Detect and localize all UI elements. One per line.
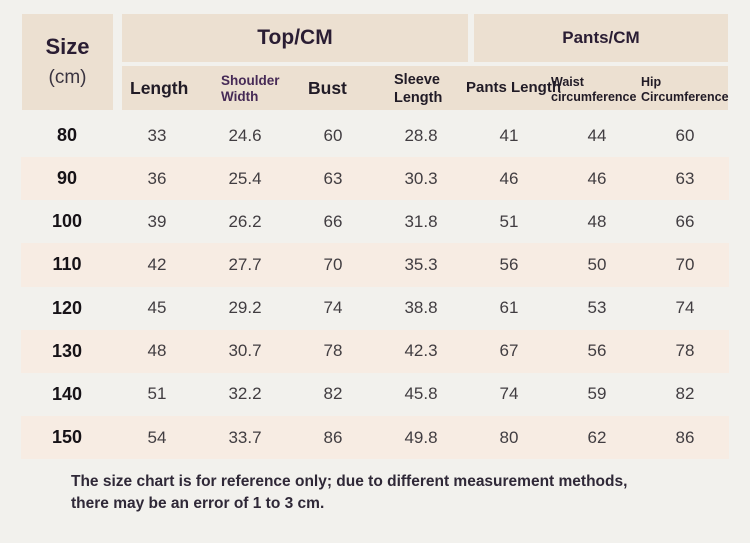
table-cell: 78 bbox=[323, 341, 343, 361]
table-cell: 50 bbox=[587, 254, 607, 274]
table-cell: 59 bbox=[587, 384, 607, 404]
table-cell: 80 bbox=[499, 427, 519, 447]
column-header-pants-length: Pants Length bbox=[466, 79, 562, 96]
table-row: 120 45 29.2 74 38.8 61 53 74 bbox=[21, 287, 729, 330]
disclaimer-note: The size chart is for reference only; du… bbox=[71, 471, 627, 515]
table-cell: 42.3 bbox=[404, 341, 438, 361]
column-header-hip-circumference: Hip Circumference bbox=[641, 75, 729, 105]
disclaimer-line-1: The size chart is for reference only; du… bbox=[71, 473, 628, 490]
table-cell: 82 bbox=[323, 384, 343, 404]
table-cell: 60 bbox=[323, 125, 343, 145]
size-value: 110 bbox=[52, 254, 82, 275]
size-value: 140 bbox=[51, 383, 83, 404]
table-cell: 42 bbox=[147, 254, 167, 274]
top-group-header: Top/CM bbox=[122, 14, 468, 62]
table-cell: 33.7 bbox=[228, 427, 262, 447]
table-cell: 63 bbox=[323, 168, 343, 188]
table-cell: 56 bbox=[587, 341, 607, 361]
table-cell: 41 bbox=[499, 125, 519, 145]
table-cell: 60 bbox=[675, 125, 695, 145]
column-header-length: Length bbox=[130, 78, 189, 98]
table-cell: 32.2 bbox=[228, 384, 262, 404]
table-cell: 61 bbox=[499, 298, 519, 318]
size-value: 90 bbox=[56, 168, 78, 189]
table-row: 100 39 26.2 66 31.8 51 48 66 bbox=[21, 200, 729, 243]
column-header-bust: Bust bbox=[308, 78, 347, 98]
table-cell: 24.6 bbox=[228, 125, 262, 145]
table-cell: 46 bbox=[499, 168, 519, 188]
table-cell: 30.3 bbox=[404, 168, 438, 188]
table-cell: 25.4 bbox=[228, 168, 262, 188]
table-cell: 63 bbox=[675, 168, 695, 188]
column-header-waist-circumference: Waist circumference bbox=[551, 75, 637, 105]
table-row: 110 42 27.7 70 35.3 56 50 70 bbox=[21, 243, 729, 287]
table-cell: 48 bbox=[587, 211, 607, 231]
table-cell: 86 bbox=[323, 427, 343, 447]
table-cell: 35.3 bbox=[404, 254, 438, 274]
table-row: 150 54 33.7 86 49.8 80 62 86 bbox=[21, 415, 729, 460]
table-row: 130 48 30.7 78 42.3 67 56 78 bbox=[21, 329, 729, 373]
table-row: 140 51 32.2 82 45.8 74 59 82 bbox=[21, 373, 729, 416]
size-value: 80 bbox=[56, 125, 78, 146]
table-cell: 46 bbox=[587, 168, 607, 188]
disclaimer-line-2: there may be an error of 1 to 3 cm. bbox=[71, 495, 325, 512]
table-row: 90 36 25.4 63 30.3 46 46 63 bbox=[21, 157, 729, 201]
table-cell: 66 bbox=[675, 211, 695, 231]
size-value: 120 bbox=[51, 297, 83, 318]
table-cell: 74 bbox=[675, 298, 695, 318]
table-cell: 70 bbox=[675, 254, 695, 274]
size-value: 100 bbox=[51, 211, 83, 232]
column-header-shoulder-width: Shoulder Width bbox=[221, 73, 280, 105]
table-cell: 67 bbox=[499, 341, 519, 361]
table-cell: 48 bbox=[147, 341, 167, 361]
table-cell: 49.8 bbox=[404, 427, 438, 447]
table-cell: 78 bbox=[675, 341, 695, 361]
table-cell: 27.7 bbox=[228, 254, 262, 274]
table-cell: 38.8 bbox=[404, 298, 438, 318]
size-header-cell: Size (cm) bbox=[22, 14, 113, 110]
column-headers-band: Length Shoulder Width Bust Sleeve Length… bbox=[122, 66, 729, 110]
size-header-unit: (cm) bbox=[48, 66, 87, 88]
pants-group-header: Pants/CM bbox=[474, 14, 728, 62]
table-cell: 82 bbox=[675, 384, 695, 404]
table-cell: 51 bbox=[499, 211, 519, 231]
table-cell: 45.8 bbox=[404, 384, 438, 404]
table-cell: 74 bbox=[323, 298, 343, 318]
table-cell: 54 bbox=[147, 427, 167, 447]
table-cell: 74 bbox=[499, 384, 519, 404]
table-cell: 51 bbox=[147, 384, 167, 404]
table-cell: 26.2 bbox=[228, 211, 262, 231]
table-cell: 33 bbox=[147, 125, 167, 145]
table-cell: 53 bbox=[587, 298, 607, 318]
table-cell: 70 bbox=[323, 254, 343, 274]
table-cell: 66 bbox=[323, 211, 343, 231]
table-cell: 31.8 bbox=[404, 211, 438, 231]
size-header-label: Size bbox=[45, 34, 90, 60]
table-cell: 36 bbox=[147, 168, 167, 188]
table-row: 80 33 24.6 60 28.8 41 44 60 bbox=[21, 114, 729, 157]
table-cell: 86 bbox=[675, 427, 695, 447]
table-cell: 30.7 bbox=[228, 341, 262, 361]
table-cell: 44 bbox=[587, 125, 607, 145]
table-cell: 39 bbox=[147, 211, 167, 231]
size-value: 150 bbox=[51, 427, 83, 448]
size-value: 130 bbox=[51, 340, 83, 361]
table-cell: 45 bbox=[147, 298, 167, 318]
table-cell: 28.8 bbox=[404, 125, 438, 145]
table-cell: 62 bbox=[587, 427, 607, 447]
table-cell: 29.2 bbox=[228, 298, 262, 318]
column-header-sleeve-length: Sleeve Length bbox=[394, 72, 443, 106]
table-body: 80 33 24.6 60 28.8 41 44 60 90 36 25.4 63 30.3 46 46 63… bbox=[21, 114, 729, 460]
table-cell: 56 bbox=[499, 254, 519, 274]
